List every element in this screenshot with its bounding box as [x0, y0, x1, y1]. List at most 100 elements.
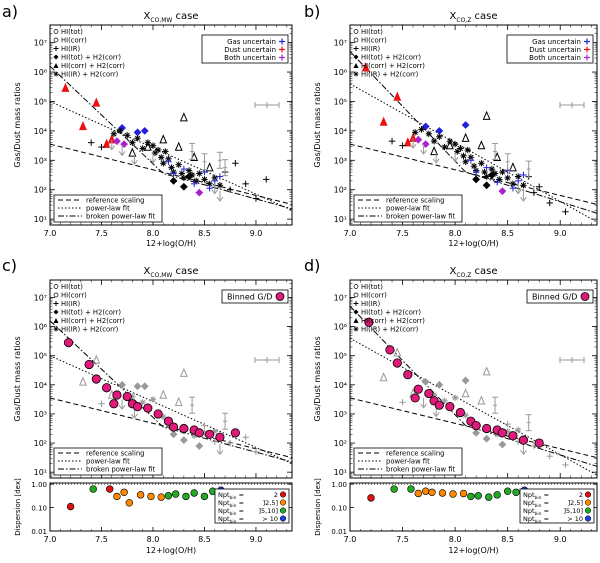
uncertainty-legend-label: Gas uncertain	[532, 38, 581, 46]
npt-legend-label: Nptbin =	[218, 499, 244, 509]
uncertainty-legend-label: Dust uncertain	[224, 46, 276, 54]
data-point	[388, 137, 396, 145]
data-point-background	[242, 434, 249, 441]
marker-shape	[478, 160, 484, 166]
npt-legend-marker	[584, 507, 592, 514]
npt-label: Npt	[523, 499, 535, 507]
symbol-legend-label: HI(IR)	[61, 45, 80, 53]
y-tick-label: 10³	[334, 410, 347, 419]
binned-point	[424, 388, 434, 399]
data-point-background	[520, 444, 527, 456]
marker-shape	[482, 366, 491, 376]
npt-eq: =	[542, 499, 550, 507]
marker-shape	[179, 182, 188, 191]
data-point	[504, 174, 511, 182]
marker-shape	[436, 134, 442, 140]
data-point	[180, 165, 188, 173]
data-point	[61, 82, 70, 92]
plot-frame	[349, 279, 598, 479]
data-point-background	[118, 380, 126, 389]
data-point	[361, 62, 370, 72]
x-tick-label: 7.5	[95, 535, 108, 544]
npt-legend-range: ]2,5]	[263, 499, 278, 507]
data-point	[201, 153, 208, 171]
data-point-background	[174, 396, 183, 406]
marker-shape	[477, 140, 486, 150]
data-point-background	[461, 388, 470, 398]
fit-line-power-law	[50, 101, 292, 211]
marker-shape	[379, 116, 388, 126]
y-axis-label: Gas/Dust mass ratios	[13, 336, 22, 421]
plot-frame	[49, 24, 293, 226]
symbol-legend-label: HI(IR)	[61, 300, 80, 308]
legend-shape	[53, 29, 59, 34]
x-tick-label: 9.0	[250, 535, 263, 544]
line-legend-label: broken power-law fit	[386, 213, 456, 221]
marker-shape	[520, 196, 527, 202]
data-point	[483, 164, 490, 171]
marker-shape	[520, 450, 527, 456]
data-point	[154, 146, 162, 154]
data-point-background	[159, 389, 168, 399]
x-tick-label: 8.5	[198, 229, 211, 238]
binned-point	[518, 435, 529, 445]
dispersion-point	[474, 492, 482, 500]
data-point-background	[482, 434, 491, 443]
subplot-frame	[349, 482, 598, 532]
marker-shape	[150, 142, 156, 149]
data-point	[128, 147, 137, 157]
marker-shape	[118, 151, 126, 157]
npt-legend-label: Nptbin =	[523, 507, 549, 517]
data-point-background	[546, 452, 553, 460]
binned-point	[455, 407, 465, 418]
marker-shape	[140, 399, 146, 405]
symbol-legend-label: HI(corr) + H2(corr)	[61, 317, 125, 325]
data-point	[169, 176, 178, 185]
marker-shape	[441, 398, 448, 404]
legend-shape	[53, 63, 59, 68]
legend-shape	[353, 71, 359, 77]
legend-shape	[53, 71, 59, 77]
symbol-legend-marker	[53, 54, 59, 60]
legend-shape	[353, 309, 359, 315]
data-point-background	[98, 400, 105, 407]
line-legend-label: broken power-law fit	[86, 466, 156, 474]
symbol-legend-label: HI(tot)	[61, 283, 83, 291]
data-point-background	[118, 399, 126, 411]
data-point	[211, 183, 219, 195]
fit-line-reference	[350, 143, 597, 205]
x-tick-label: 7.5	[396, 229, 409, 238]
data-point	[520, 171, 527, 179]
data-point	[477, 140, 486, 150]
data-point	[206, 185, 213, 192]
data-point	[421, 140, 430, 149]
data-point	[102, 138, 111, 148]
data-point	[242, 180, 249, 188]
marker-shape	[435, 126, 444, 135]
data-point	[185, 167, 193, 174]
data-point	[430, 146, 439, 156]
subplot-frame	[49, 482, 293, 532]
marker-shape	[426, 131, 432, 137]
dispersion-point	[190, 489, 198, 497]
x-tick-label: 8.0	[147, 229, 160, 238]
data-point	[196, 170, 203, 177]
marker-shape	[169, 176, 178, 185]
marker-shape	[113, 137, 121, 146]
data-point-background	[133, 382, 142, 391]
data-point	[436, 133, 443, 140]
marker-shape	[482, 181, 491, 190]
plot-area	[350, 305, 597, 476]
dispersion-point	[66, 502, 75, 511]
symbol-legend-marker	[53, 71, 59, 77]
data-point	[508, 162, 517, 172]
x-tick-label: 7.5	[95, 229, 108, 238]
marker-shape	[472, 175, 481, 184]
uncertainty-legend-label: Gas uncertain	[227, 38, 276, 46]
marker-shape	[179, 170, 185, 177]
symbol-legend-marker	[353, 63, 359, 68]
x-tick-label: 8.0	[147, 535, 160, 544]
title-tail: case	[471, 11, 497, 22]
y-tick-label: 10⁴	[334, 127, 347, 136]
data-point	[116, 127, 124, 135]
